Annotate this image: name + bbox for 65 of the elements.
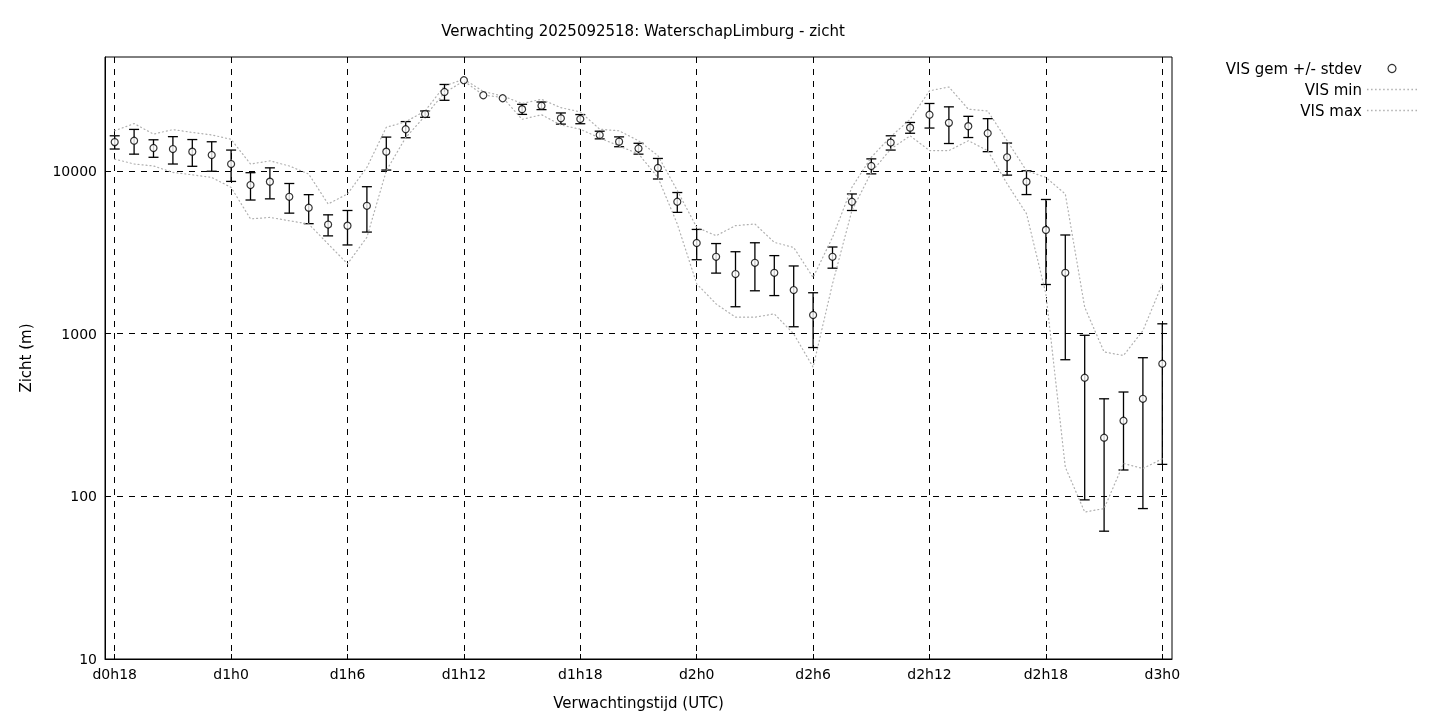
point	[847, 197, 856, 206]
point	[401, 125, 410, 134]
point	[944, 118, 953, 127]
x-tick-label: d1h0	[213, 666, 249, 682]
point	[285, 192, 294, 201]
point	[828, 252, 837, 261]
point	[324, 220, 333, 229]
point	[1022, 177, 1031, 186]
point	[750, 258, 759, 267]
chart-title: Verwachting 2025092518: WaterschapLimburg - zicht	[441, 21, 845, 40]
point	[964, 122, 973, 131]
point	[479, 91, 488, 100]
point	[809, 310, 818, 320]
point	[867, 161, 876, 171]
point	[673, 197, 682, 206]
point	[1041, 225, 1050, 235]
point	[1119, 416, 1128, 425]
point	[731, 269, 740, 279]
x-tick-label: d2h6	[795, 666, 831, 682]
point	[382, 147, 391, 156]
point	[1100, 433, 1109, 442]
point	[692, 238, 701, 248]
y-axis-title: Zicht (m)	[16, 323, 35, 393]
point	[265, 177, 274, 186]
point	[207, 150, 216, 160]
x-tick-label: d1h18	[558, 666, 603, 682]
point	[227, 159, 236, 169]
point	[653, 163, 662, 173]
point	[712, 252, 721, 261]
point	[498, 94, 507, 103]
x-tick-label: d2h18	[1023, 666, 1069, 682]
point	[343, 221, 352, 230]
point	[789, 285, 798, 295]
x-tick-label: d3h0	[1144, 666, 1181, 682]
x-tick-label: d0h18	[92, 666, 137, 682]
legend-label: VIS gem +/- stdev	[1225, 59, 1363, 78]
legend-label: VIS max	[1300, 101, 1363, 120]
point	[1080, 373, 1089, 382]
y-tick-label: 10	[79, 651, 97, 667]
point	[362, 201, 371, 210]
point	[246, 180, 255, 190]
point	[770, 268, 779, 277]
point	[886, 138, 895, 147]
x-axis-title: Verwachtingstijd (UTC)	[553, 693, 724, 712]
point	[983, 129, 992, 138]
point	[130, 136, 139, 145]
x-tick-label: d2h0	[678, 666, 715, 682]
point	[1138, 394, 1147, 403]
point	[304, 203, 313, 212]
y-tick-label: 10000	[52, 162, 97, 179]
point	[925, 110, 934, 119]
point	[459, 76, 468, 85]
y-tick-label: 100	[70, 488, 97, 505]
x-tick-label: d1h6	[329, 666, 366, 682]
point	[440, 87, 449, 97]
point	[1003, 153, 1012, 162]
point	[149, 143, 158, 153]
y-tick-label: 1000	[61, 325, 97, 342]
point	[188, 147, 197, 156]
x-tick-label: d1h12	[441, 666, 487, 682]
legend-label: VIS min	[1304, 80, 1362, 99]
point	[1061, 268, 1070, 277]
point	[168, 144, 177, 154]
x-tick-label: d2h12	[907, 666, 952, 682]
point	[1158, 359, 1167, 368]
